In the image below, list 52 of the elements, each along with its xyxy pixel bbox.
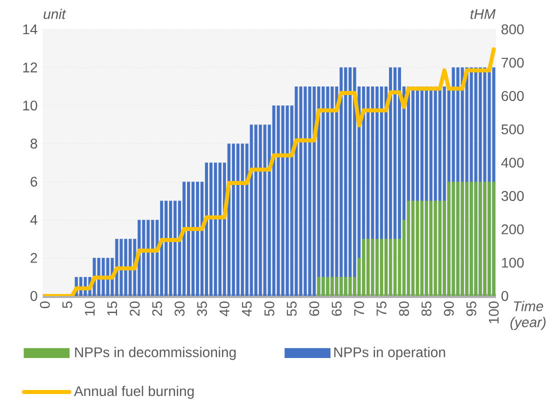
bar (317, 276, 320, 296)
y2-axis-title: tHM (470, 9, 496, 19)
x-tick-label: 75 (376, 301, 386, 316)
x-tick-label: 25 (152, 301, 162, 316)
bar (209, 162, 213, 296)
y-tick-label: 8 (30, 138, 38, 148)
y2-tick-label: 400 (501, 158, 524, 168)
y2-tick-label: 600 (502, 90, 524, 101)
y2-tick-label: 700 (502, 58, 524, 68)
x-tick-label: 15 (107, 301, 118, 316)
bar (393, 238, 397, 296)
bar (196, 182, 200, 296)
x-tick-label: 0 (40, 301, 50, 308)
y-tick-label: 0 (30, 290, 38, 301)
y-tick-label: 14 (23, 24, 38, 34)
y2-tick-label: 200 (502, 224, 524, 234)
bar (214, 162, 218, 296)
y2-tick-label: 0 (501, 290, 508, 301)
x-tick-label: 45 (242, 301, 252, 316)
x-tick-label: 5 (62, 301, 72, 308)
y2-tick-label: 800 (502, 24, 524, 34)
y2-tick-label: 300 (501, 190, 524, 201)
y-tick-label: 4 (30, 214, 38, 224)
x-tick-label: 40 (220, 301, 230, 316)
x-tick-label: 100 (488, 301, 499, 324)
y2-tick-label: 100 (502, 258, 524, 268)
x-tick-label: 50 (264, 301, 274, 316)
legend-label: Annual fuel burning (74, 386, 194, 399)
x-tick-label: 60 (309, 301, 320, 316)
x-tick-label: 65 (332, 301, 342, 316)
y-tick-label: 6 (30, 176, 38, 186)
x-tick-label: 55 (286, 301, 297, 316)
x-tick-label: 35 (197, 301, 207, 316)
x-tick-label: 30 (174, 301, 185, 316)
bar (204, 162, 208, 296)
x-tick-label: 90 (444, 301, 454, 316)
x-tick-label: 20 (130, 301, 140, 316)
y-tick-label: 12 (23, 62, 38, 72)
x-tick-label: 85 (421, 301, 432, 316)
x-axis-title: Time (year) (510, 300, 546, 330)
x-tick-label: 95 (466, 301, 476, 316)
legend-label: NPPs in operation (334, 346, 446, 360)
x-tick-label: 10 (84, 301, 95, 316)
y-axis-title: unit (44, 8, 66, 19)
bar (406, 200, 410, 296)
y-tick-label: 2 (30, 252, 38, 263)
x-tick-label: 80 (399, 301, 409, 316)
x-tick-label: 70 (354, 301, 364, 316)
bar (388, 238, 392, 296)
y-tick-label: 10 (23, 100, 38, 110)
y2-tick-label: 500 (502, 124, 524, 134)
legend-label: NPPs in decommissioning (75, 346, 236, 360)
